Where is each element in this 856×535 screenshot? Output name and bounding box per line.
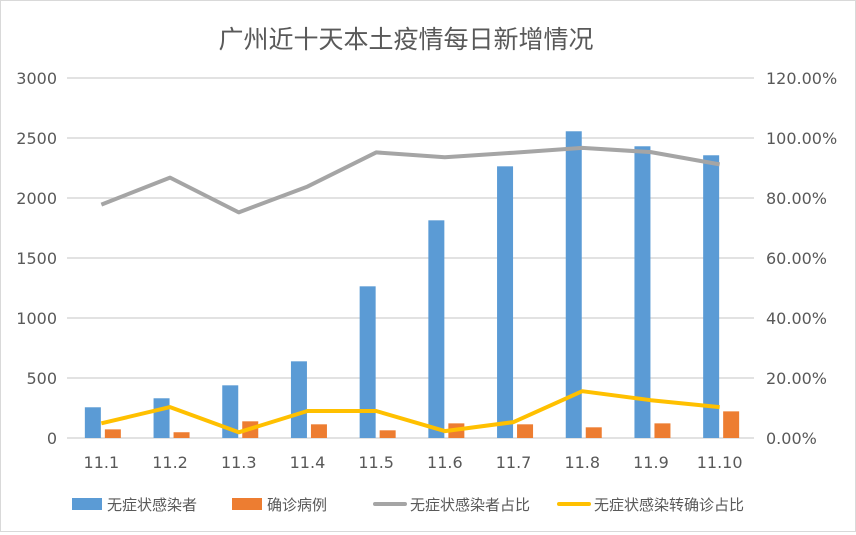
bar-confirmed bbox=[517, 424, 533, 438]
x-tick-label: 11.2 bbox=[152, 453, 188, 472]
bar-asymptomatic bbox=[497, 166, 513, 438]
bar-asymptomatic bbox=[703, 155, 719, 438]
bar-confirmed bbox=[174, 432, 190, 438]
x-tick-label: 11.1 bbox=[84, 453, 120, 472]
y-right-tick-label: 60.00% bbox=[766, 249, 827, 268]
legend-swatch bbox=[72, 498, 102, 510]
bar-asymptomatic bbox=[291, 361, 307, 438]
bar-asymptomatic bbox=[360, 286, 376, 438]
chart-title: 广州近十天本土疫情每日新增情况 bbox=[218, 25, 593, 54]
bar-asymptomatic bbox=[634, 146, 650, 438]
bar-confirmed bbox=[311, 424, 327, 438]
bar-confirmed bbox=[105, 429, 121, 438]
y-left-tick-label: 2000 bbox=[16, 189, 57, 208]
bar-confirmed bbox=[654, 423, 670, 438]
legend-label: 无症状感染者占比 bbox=[410, 496, 530, 514]
line-asymptomatic-ratio bbox=[101, 148, 719, 213]
line-conversion-ratio bbox=[101, 391, 719, 432]
x-tick-label: 11.9 bbox=[633, 453, 669, 472]
y-right-tick-label: 80.00% bbox=[766, 189, 827, 208]
bar-asymptomatic bbox=[154, 398, 170, 438]
bar-confirmed bbox=[723, 411, 739, 438]
legend-label: 确诊病例 bbox=[267, 496, 327, 514]
x-tick-label: 11.7 bbox=[496, 453, 532, 472]
y-right-tick-label: 100.00% bbox=[766, 129, 837, 148]
x-tick-label: 11.10 bbox=[697, 453, 743, 472]
y-right-tick-label: 40.00% bbox=[766, 309, 827, 328]
bar-confirmed bbox=[586, 427, 602, 438]
bar-asymptomatic bbox=[85, 407, 101, 438]
y-left-tick-label: 500 bbox=[26, 369, 57, 388]
y-right-tick-label: 0.00% bbox=[766, 429, 817, 448]
bar-asymptomatic bbox=[428, 220, 444, 438]
legend-label: 无症状感染者 bbox=[107, 496, 197, 514]
x-tick-label: 11.5 bbox=[358, 453, 394, 472]
x-tick-label: 11.3 bbox=[221, 453, 257, 472]
legend-swatch bbox=[232, 498, 262, 510]
x-tick-label: 11.8 bbox=[564, 453, 600, 472]
y-left-tick-label: 1500 bbox=[16, 249, 57, 268]
bar-confirmed bbox=[380, 430, 396, 438]
y-left-tick-label: 2500 bbox=[16, 129, 57, 148]
y-left-tick-label: 0 bbox=[47, 429, 57, 448]
y-right-tick-label: 120.00% bbox=[766, 69, 837, 88]
legend-label: 无症状感染转确诊占比 bbox=[594, 496, 744, 514]
y-right-tick-label: 20.00% bbox=[766, 369, 827, 388]
x-tick-label: 11.6 bbox=[427, 453, 463, 472]
y-left-tick-label: 1000 bbox=[16, 309, 57, 328]
y-left-tick-label: 3000 bbox=[16, 69, 57, 88]
x-tick-label: 11.4 bbox=[290, 453, 326, 472]
